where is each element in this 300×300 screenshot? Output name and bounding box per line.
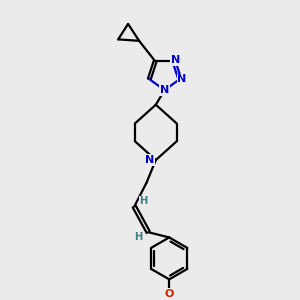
Text: N: N [177, 74, 186, 84]
Text: N: N [171, 55, 180, 65]
Text: H: H [140, 196, 148, 206]
Text: N: N [145, 155, 154, 165]
Text: O: O [164, 289, 174, 299]
Text: N: N [160, 85, 169, 95]
Text: H: H [134, 232, 142, 242]
